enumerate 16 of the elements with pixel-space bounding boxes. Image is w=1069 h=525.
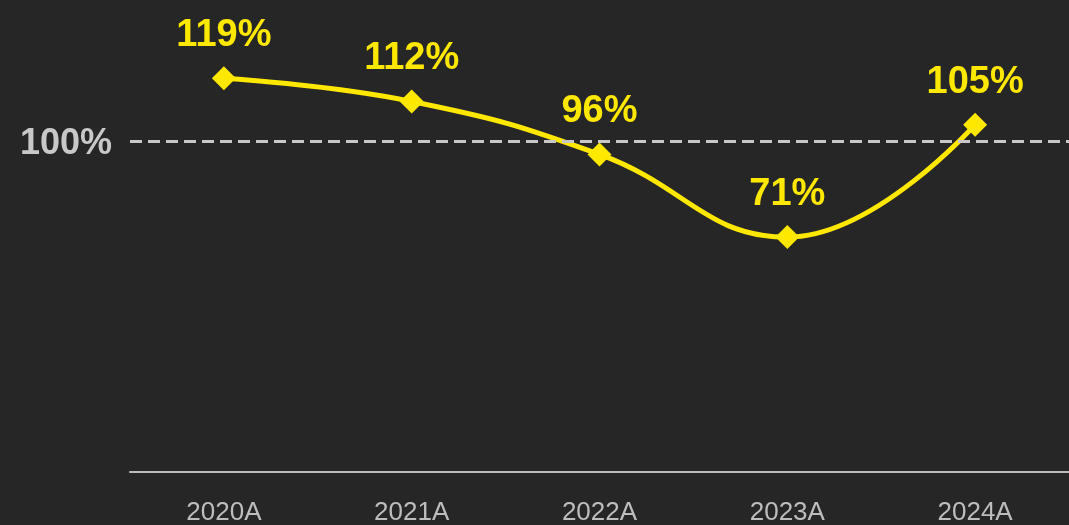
point [399,89,424,114]
point [211,66,236,91]
point [587,142,612,167]
x-tick-label: 2022A [561,496,638,525]
x-tick-label: 2024A [937,496,1014,525]
data-label: 119% [176,12,272,55]
point [775,225,800,250]
point [963,112,988,137]
x-tick-label: 2020A [186,496,263,525]
x-tick-label: 2023A [749,496,826,525]
x-tick-label: 2021A [374,496,450,525]
data-label: 105% [926,58,1024,101]
data-label: 112% [364,35,460,78]
data-label: 96% [561,88,638,131]
data-label: 71% [749,171,826,214]
ref-line-label: 100% [19,120,112,162]
